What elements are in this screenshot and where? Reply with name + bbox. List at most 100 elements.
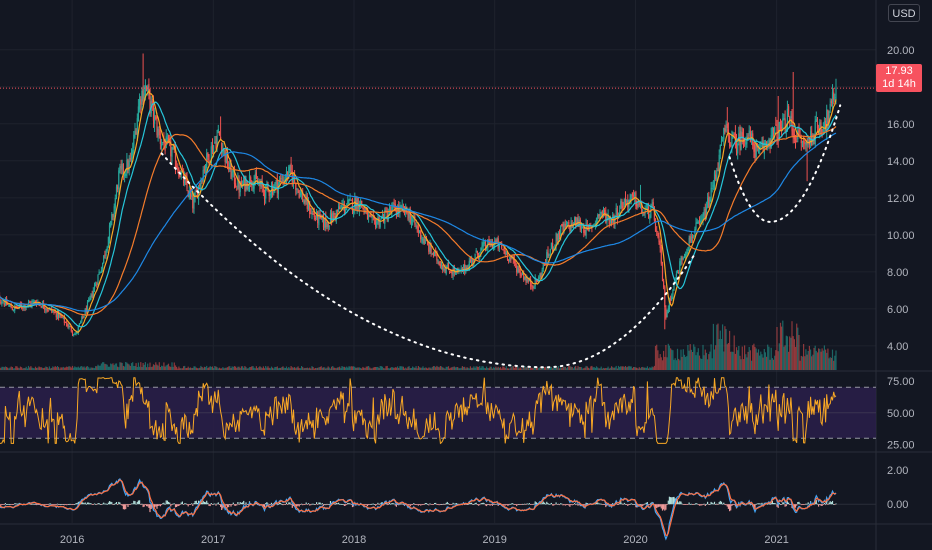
macd-hist-696 [799,503,801,505]
volume-bar-344 [392,367,394,370]
candle-body-249 [282,178,284,184]
macd-hist-5 [0,504,2,506]
volume-bar-68 [73,367,75,370]
macd-hist-161 [180,502,182,505]
candle-body-382 [436,251,438,261]
candle-body-571 [654,218,657,232]
volume-bar-718 [825,349,827,370]
macd-hist-103 [113,504,115,505]
price-tick-1: 6.00 [887,304,908,316]
macd-hist-16 [12,504,15,505]
volume-bar-635 [729,330,731,370]
volume-bar-308 [350,366,352,370]
candle-body-204 [230,162,232,179]
macd-hist-717 [823,503,825,505]
macd-hist-368 [420,504,422,506]
candle-body-392 [447,263,450,270]
macd-hist-38 [38,504,40,505]
macd-hist-548 [628,504,630,505]
candle-body-142 [158,129,160,136]
macd-hist-306 [348,503,350,505]
macd-hist-235 [266,502,268,505]
volume-bar-11 [7,367,9,370]
volume-bar-379 [432,366,434,370]
volume-bar-520 [595,366,598,370]
volume-bar-497 [569,366,571,370]
macd-hist-328 [373,504,375,505]
macd-hist-627 [719,500,721,505]
macd-hist-36 [36,504,38,506]
candle-body-380 [434,251,436,257]
macd-hist-652 [748,502,750,505]
macd-hist-113 [125,504,127,510]
macd-hist-256 [290,504,292,505]
candle-body-456 [521,274,524,276]
volume-bar-264 [299,368,301,370]
macd-hist-528 [605,504,607,508]
volume-bar-466 [533,366,535,370]
candle-body-138 [154,115,156,124]
macd-hist-6 [1,504,3,505]
volume-bar-352 [401,366,403,370]
volume-bar-347 [395,367,397,370]
volume-bar-391 [446,366,448,370]
volume-bar-261 [296,367,298,370]
candle-body-255 [289,164,291,168]
volume-bar-600 [688,350,690,370]
volume-bar-345 [393,367,395,370]
volume-bar-424 [484,368,487,370]
volume-bar-457 [523,367,525,370]
candle-body-232 [262,188,264,192]
candle-body-296 [336,209,338,212]
volume-bar-188 [211,366,214,370]
candle-body-583 [668,298,670,310]
macd-hist-526 [602,504,605,505]
macd-hist-441 [504,504,506,506]
macd-hist-416 [475,502,477,505]
volume-bar-431 [493,367,495,370]
cup-arc [160,152,696,369]
macd-hist-118 [130,503,133,505]
volume-bar-179 [201,367,203,370]
macd-hist-527 [604,504,606,505]
macd-hist-153 [171,504,173,505]
volume-bar-224 [253,367,255,370]
macd-hist-323 [368,504,370,505]
candle-body-568 [651,204,653,208]
macd-hist-111 [122,504,124,510]
macd-hist-139 [155,504,157,507]
volume-bar-627 [719,330,721,370]
volume-bar-644 [739,355,741,370]
volume-bar-377 [430,368,432,370]
currency-badge[interactable]: USD [888,4,920,22]
candle-body-220 [248,175,251,188]
candle-body-598 [686,251,688,254]
volume-bar-511 [585,365,587,370]
macd-hist-639 [733,504,735,505]
macd-hist-358 [408,504,410,505]
candle-body-237 [268,191,270,196]
candle-body-395 [451,272,453,275]
macd-hist-339 [386,504,388,506]
macd-hist-424 [484,504,487,506]
macd-hist-614 [704,504,706,506]
macd-hist-51 [53,504,55,505]
macd-hist-275 [312,503,314,505]
candle-body-272 [309,203,311,214]
volume-bar-373 [425,367,428,370]
volume-bar-248 [281,367,283,370]
macd-hist-286 [325,504,327,506]
volume-bar-118 [130,363,133,370]
macd-hist-251 [284,504,286,505]
volume-bar-150 [167,363,170,370]
candle-body-264 [299,192,301,196]
volume-bar-254 [288,367,290,370]
macd-hist-591 [678,502,680,505]
candle-body-133 [148,84,150,92]
macd-hist-19 [16,503,18,505]
candle-body-172 [193,198,195,209]
candle-body-601 [689,236,691,243]
volume-bar-634 [727,343,729,370]
volume-bar-697 [800,355,802,370]
